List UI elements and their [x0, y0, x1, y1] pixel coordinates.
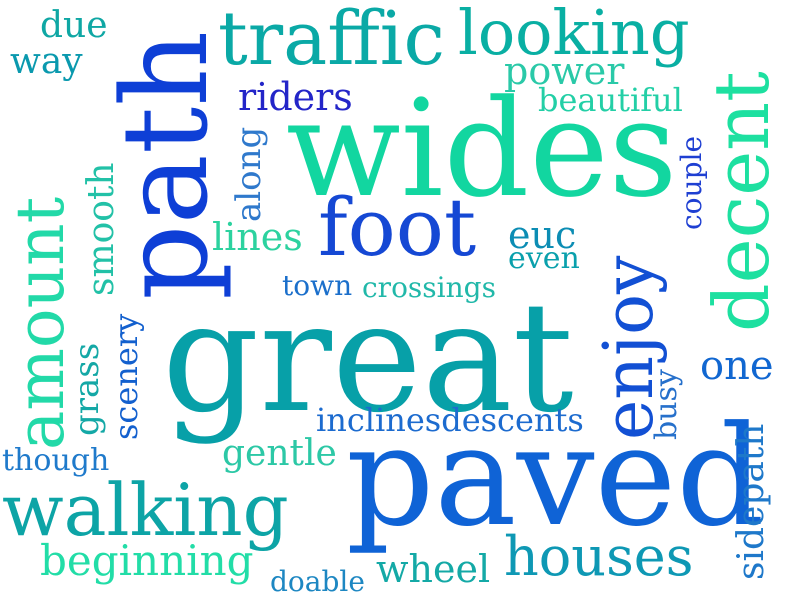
word-wides: wides	[286, 71, 678, 227]
word-due: due	[40, 5, 108, 46]
word-foot: foot	[318, 181, 477, 274]
word-one: one	[700, 343, 774, 389]
word-looking: looking	[458, 0, 690, 69]
word-crossings: crossings	[362, 271, 496, 304]
word-though: though	[2, 443, 110, 478]
word-inclinesdescents: inclinesdescents	[316, 401, 584, 439]
word-euc: euc	[508, 213, 577, 257]
word-way: way	[10, 41, 83, 82]
word-decent: decent	[697, 71, 786, 332]
word-power: power	[504, 49, 625, 93]
word-doable: doable	[270, 565, 365, 598]
word-scenery: scenery	[107, 313, 145, 440]
word-amount: amount	[2, 196, 79, 450]
word-path: path	[96, 30, 234, 300]
word-along: along	[229, 126, 269, 222]
word-beautiful: beautiful	[538, 81, 683, 119]
word-smooth: smooth	[81, 162, 122, 296]
word-paved: paved	[346, 396, 765, 557]
word-traffic: traffic	[218, 0, 445, 82]
word-busy: busy	[649, 369, 684, 440]
word-lines: lines	[212, 215, 303, 259]
word-wheel: wheel	[376, 547, 491, 591]
word-walking: walking	[2, 468, 289, 552]
word-riders: riders	[238, 75, 353, 119]
word-great: great	[162, 269, 574, 446]
word-beginning: beginning	[40, 536, 254, 585]
word-sidepath: sidepath	[731, 423, 772, 581]
word-even: even	[508, 241, 580, 276]
word-gentle: gentle	[222, 433, 337, 474]
word-town: town	[282, 269, 353, 302]
word-couple: couple	[675, 135, 708, 230]
word-grass: grass	[67, 342, 107, 436]
word-houses: houses	[504, 525, 694, 588]
